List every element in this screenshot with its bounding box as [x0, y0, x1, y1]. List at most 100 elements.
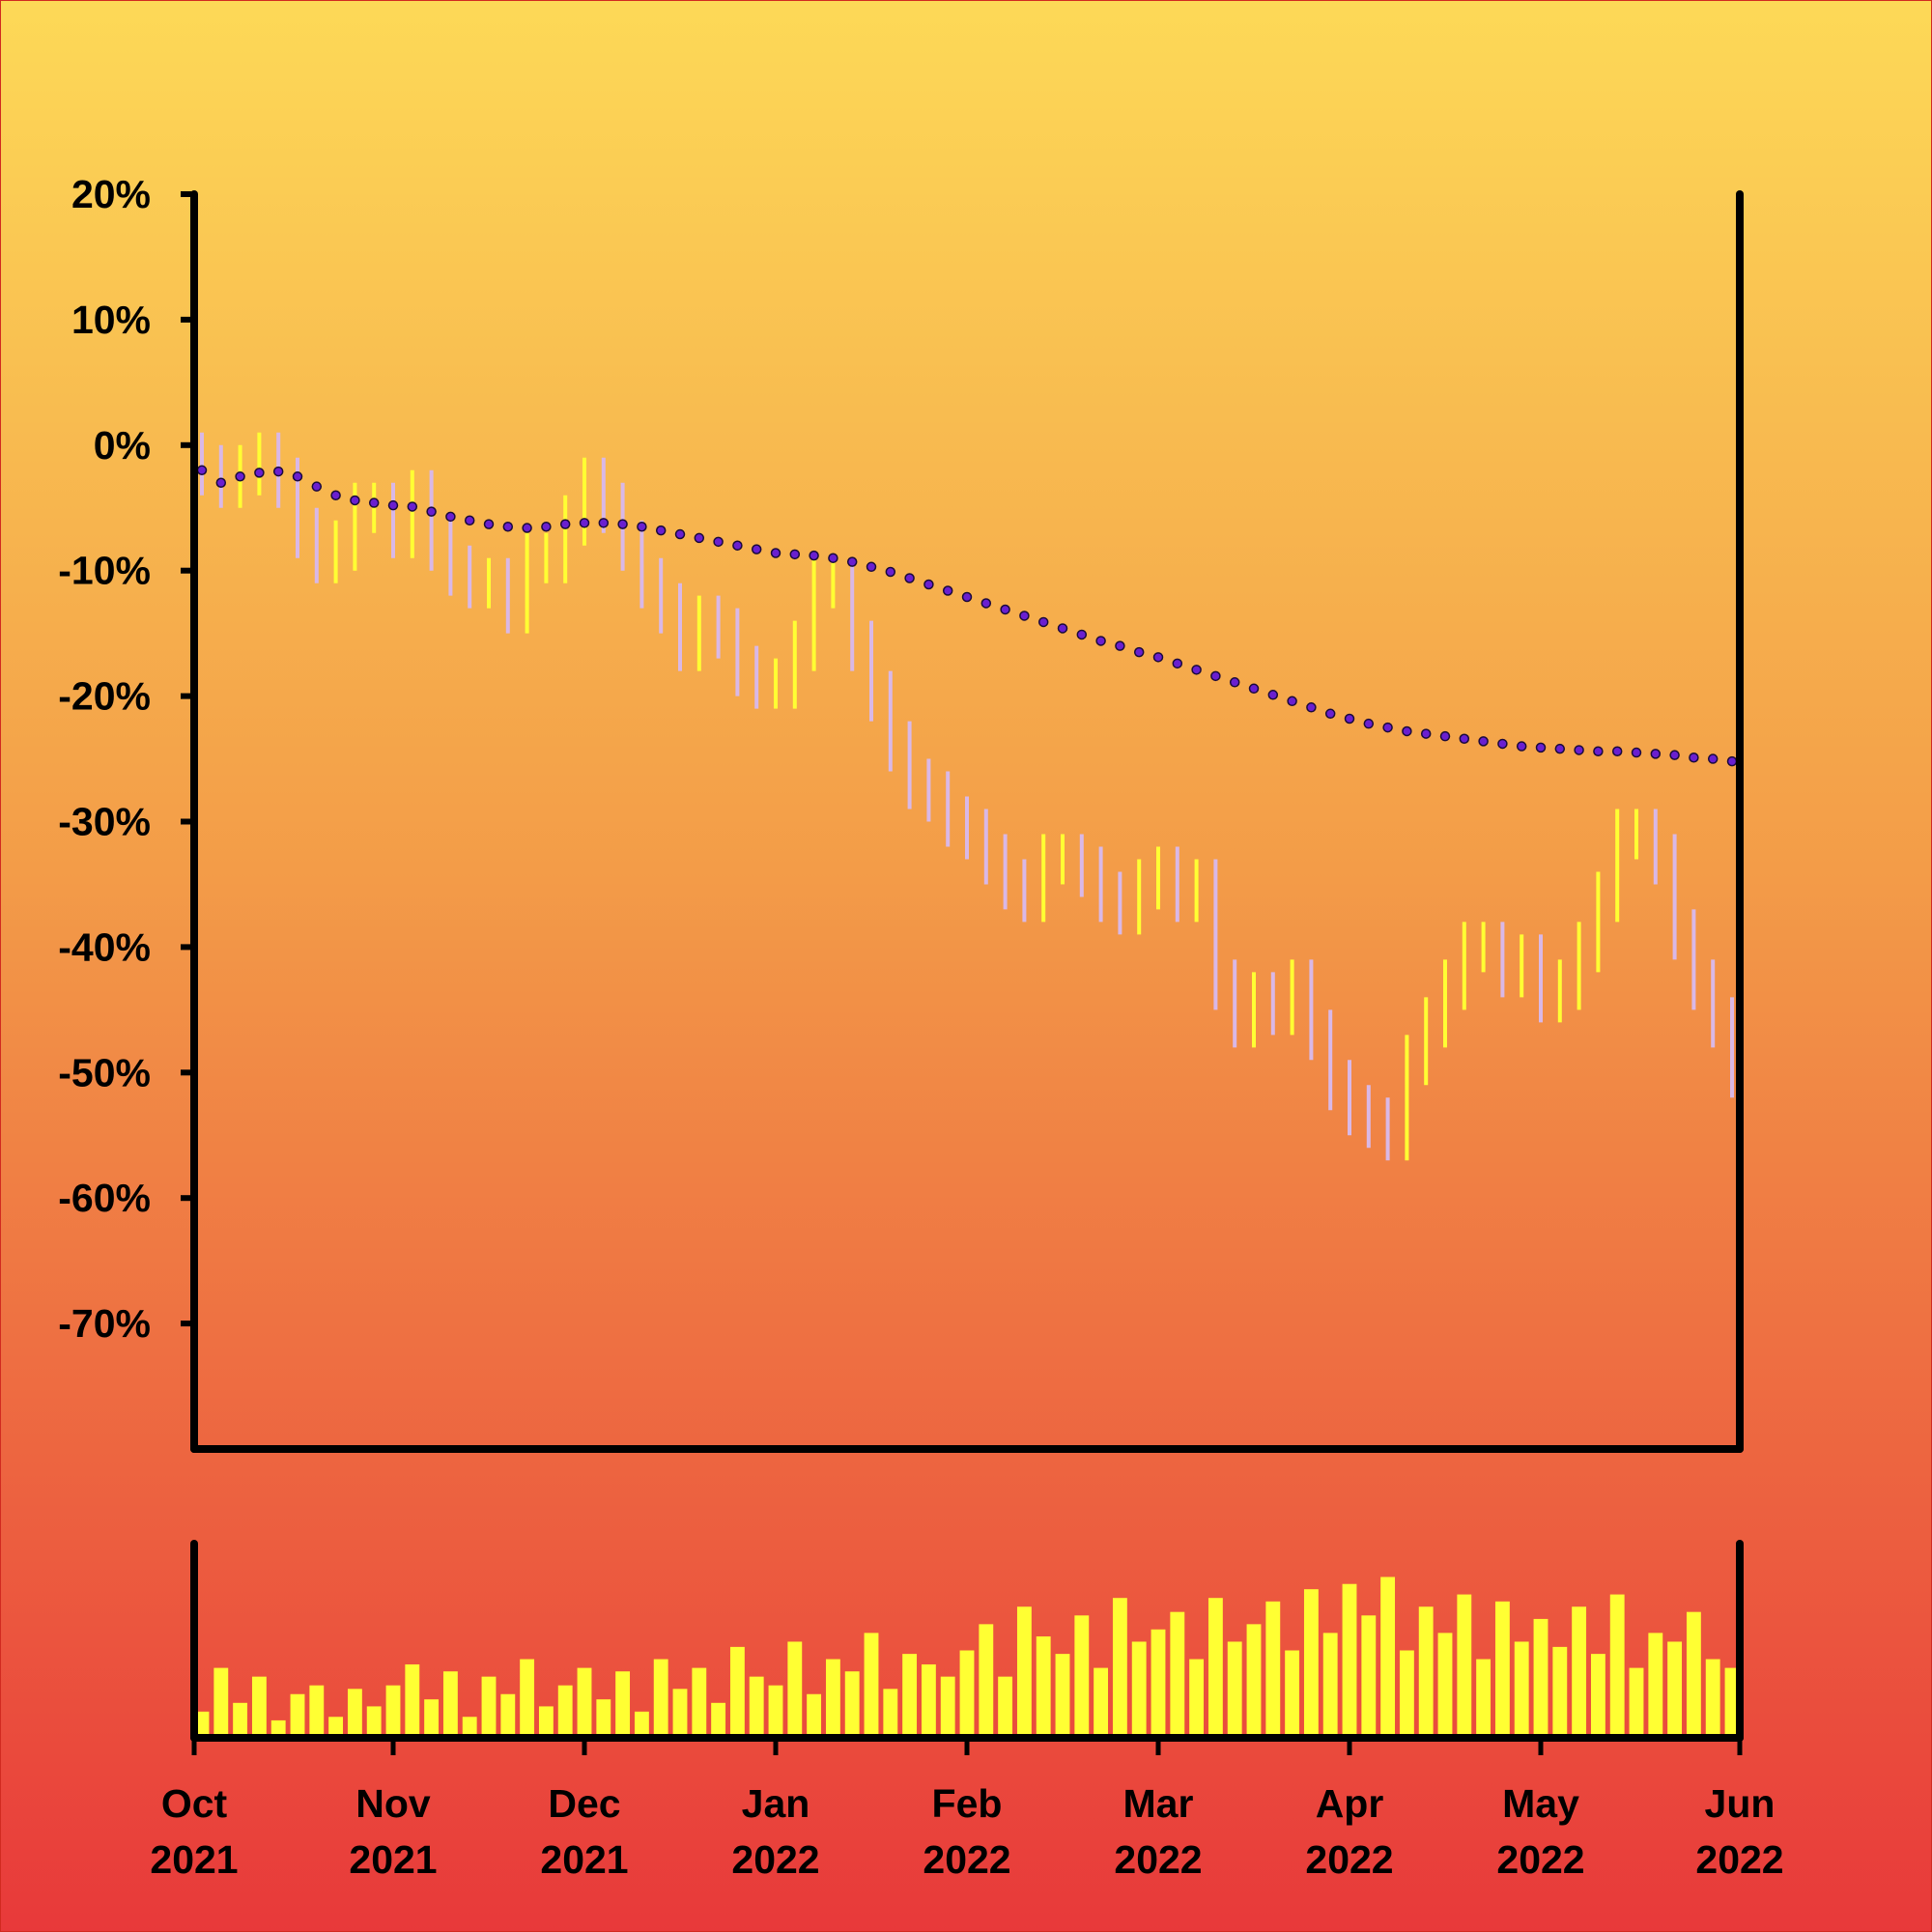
- volume-bar: [1724, 1667, 1740, 1738]
- moving-average-dot: [502, 521, 514, 532]
- moving-average-dot: [254, 468, 265, 478]
- volume-bar: [1303, 1589, 1319, 1738]
- volume-bar: [596, 1699, 611, 1738]
- moving-average-dot: [426, 506, 437, 517]
- volume-bar: [844, 1671, 860, 1738]
- moving-average-dot: [942, 585, 953, 596]
- moving-average-dot: [483, 519, 495, 529]
- moving-average-dot: [809, 550, 819, 561]
- moving-average-dot: [1497, 738, 1508, 750]
- volume-bar: [1322, 1633, 1338, 1738]
- volume-bar: [998, 1676, 1013, 1738]
- y-tick-label: -10%: [58, 549, 151, 593]
- moving-average-dot: [1382, 722, 1393, 733]
- volume-bar: [385, 1685, 401, 1738]
- x-tick-label-line: 2021: [150, 1837, 238, 1882]
- x-tick-label-line: 2021: [540, 1837, 628, 1882]
- moving-average-dot: [235, 471, 245, 482]
- x-tick-label: Feb 2022: [923, 1781, 1010, 1882]
- moving-average-dot: [1057, 623, 1068, 634]
- moving-average-dot: [1420, 728, 1432, 739]
- moving-average-dot: [1363, 718, 1375, 729]
- moving-average-dot: [1037, 616, 1049, 628]
- volume-bar: [309, 1685, 325, 1738]
- y-tick-label: -50%: [58, 1050, 151, 1094]
- y-tick-label: -70%: [58, 1301, 151, 1346]
- x-tick-label-line: 2021: [349, 1837, 437, 1882]
- moving-average-dot: [1574, 745, 1584, 755]
- volume-bar: [442, 1671, 458, 1738]
- x-tick-label-line: Dec: [548, 1781, 620, 1826]
- moving-average-dot: [1000, 604, 1010, 615]
- moving-average-dot: [1152, 652, 1164, 663]
- x-tick-label-line: 2022: [1496, 1837, 1584, 1882]
- moving-average-dot: [1611, 746, 1623, 757]
- x-tick-label-line: Mar: [1123, 1781, 1194, 1826]
- moving-average-dot: [1191, 665, 1202, 675]
- volume-bar: [538, 1706, 554, 1738]
- moving-average-dot: [1650, 749, 1662, 759]
- moving-average-dot: [923, 579, 934, 590]
- x-tick-label-line: Apr: [1316, 1781, 1384, 1826]
- moving-average-dot: [846, 556, 858, 567]
- x-tick-label-line: 2022: [731, 1837, 819, 1882]
- volume-bar: [902, 1654, 918, 1738]
- volume-bar: [1151, 1629, 1166, 1738]
- moving-average-dot: [1554, 743, 1566, 754]
- volume-bar: [1112, 1598, 1127, 1738]
- moving-average-dot: [407, 501, 418, 512]
- moving-average-dot: [1133, 646, 1145, 658]
- moving-average-dot: [579, 518, 590, 528]
- moving-average-dot: [464, 515, 475, 526]
- volume-bar: [1705, 1659, 1720, 1738]
- volume-bar: [424, 1699, 440, 1738]
- moving-average-dot: [1631, 747, 1642, 758]
- volume-bar: [1170, 1611, 1185, 1738]
- volume-bar: [1399, 1650, 1414, 1738]
- moving-average-dot: [655, 525, 667, 536]
- volume-bar: [557, 1685, 573, 1738]
- volume-bar: [959, 1650, 975, 1738]
- y-tick-label: -20%: [58, 674, 151, 719]
- moving-average-dot: [1076, 629, 1088, 640]
- volume-bar: [615, 1671, 631, 1738]
- moving-average-dot: [637, 521, 647, 532]
- moving-average-dot: [1669, 750, 1680, 760]
- x-tick-label-line: 2022: [923, 1837, 1010, 1882]
- y-tick-label: -60%: [58, 1176, 151, 1220]
- volume-bar: [1342, 1583, 1357, 1738]
- volume-bar: [1285, 1650, 1300, 1738]
- volume-bar: [940, 1676, 955, 1738]
- x-tick-label: May 2022: [1496, 1781, 1584, 1882]
- volume-bar: [1361, 1615, 1377, 1738]
- volume-bar: [366, 1706, 382, 1738]
- volume-bar: [1016, 1606, 1032, 1738]
- volume-bar: [749, 1676, 764, 1738]
- moving-average-dot: [1402, 725, 1412, 737]
- moving-average-dot: [1229, 677, 1240, 688]
- moving-average-dot: [770, 548, 781, 558]
- volume-bar: [1533, 1618, 1548, 1738]
- moving-average-dot: [1019, 611, 1030, 621]
- volume-bar: [634, 1711, 649, 1738]
- volume-bar: [1246, 1624, 1262, 1738]
- moving-average-dot: [1210, 670, 1221, 682]
- moving-average-dot: [980, 598, 992, 609]
- volume-bar: [1648, 1633, 1663, 1738]
- y-tick-label: 20%: [71, 172, 151, 216]
- moving-average-dot: [789, 549, 801, 560]
- x-tick-label-line: Jan: [742, 1781, 810, 1826]
- moving-average-dot: [1306, 702, 1317, 713]
- y-tick-label: 0%: [94, 423, 151, 468]
- moving-average-dot: [961, 591, 973, 603]
- moving-average-dot: [522, 523, 532, 533]
- moving-average-dot: [368, 497, 380, 508]
- moving-average-dot: [732, 540, 743, 551]
- moving-average-dot: [1267, 690, 1279, 700]
- moving-average-dot: [292, 471, 303, 482]
- volume-bar: [921, 1663, 936, 1738]
- moving-average-dot: [1516, 741, 1527, 752]
- x-tick-label: Jan 2022: [731, 1781, 819, 1882]
- moving-average-dot: [215, 477, 227, 489]
